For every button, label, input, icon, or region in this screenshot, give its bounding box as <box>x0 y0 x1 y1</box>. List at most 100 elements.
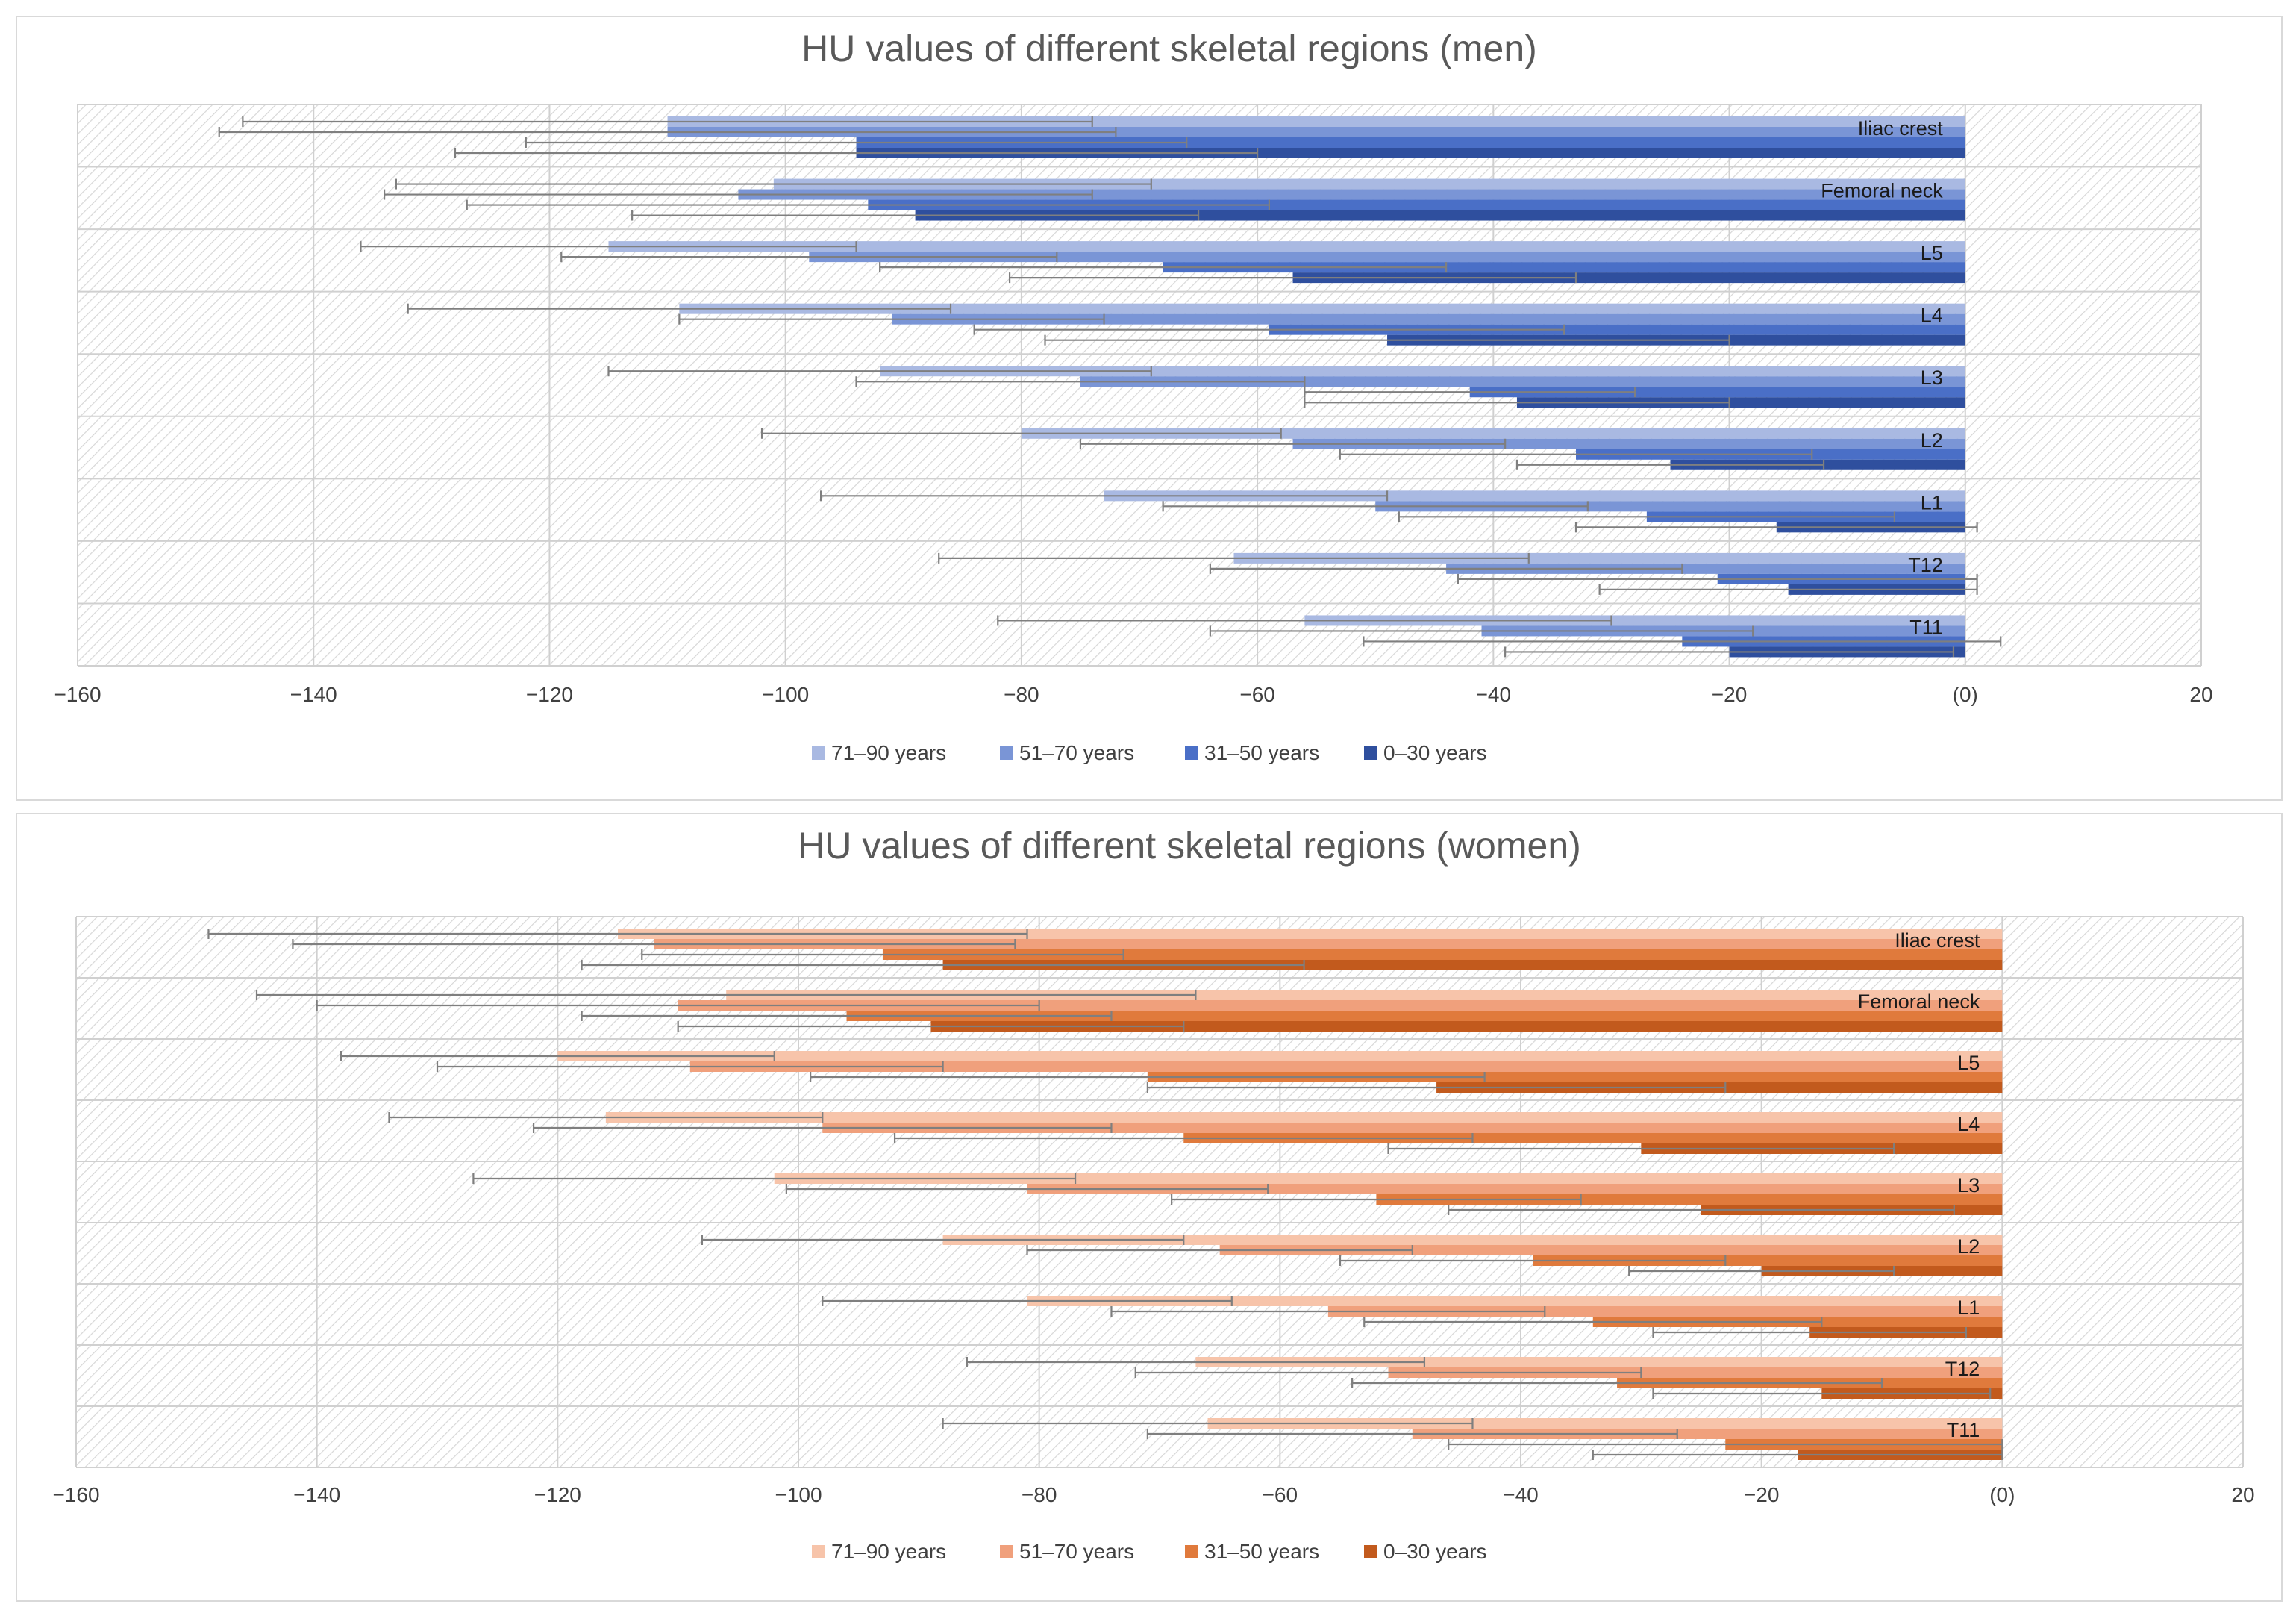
error-bar <box>1457 573 1978 584</box>
bar-l3-s1 <box>1080 376 1965 387</box>
bar-femoral-neck-s2 <box>846 1011 2003 1021</box>
error-bar <box>207 929 1028 939</box>
error-bar <box>1304 397 1730 408</box>
bar-l3-s0 <box>774 1173 2003 1184</box>
category-label: T11 <box>1947 1419 1980 1441</box>
x-tick-label: (0) <box>1989 1483 2015 1506</box>
legend-label: 71–90 years <box>831 741 946 764</box>
error-bar <box>1598 584 1978 595</box>
error-bar <box>966 1357 1426 1367</box>
category-label: T11 <box>1909 616 1943 638</box>
error-bar <box>1387 1143 1895 1154</box>
error-bar <box>631 210 1200 221</box>
category-label: L3 <box>1957 1174 1980 1196</box>
x-tick-label: −20 <box>1744 1483 1780 1506</box>
x-tick-label: −80 <box>1022 1483 1057 1506</box>
x-tick-label: 20 <box>2189 683 2212 706</box>
bar-iliac-crest-s2 <box>882 949 2003 960</box>
category-label: L5 <box>1957 1052 1980 1074</box>
bar-l5-s1 <box>689 1061 2003 1072</box>
bar-t12-s1 <box>1446 563 1965 574</box>
chart-title: HU values of different skeletal regions … <box>801 28 1537 69</box>
error-bar <box>292 939 1016 949</box>
bar-l3-s2 <box>1469 387 1965 398</box>
x-tick-label: −160 <box>52 1483 99 1506</box>
bar-l1-s0 <box>1027 1296 2003 1306</box>
error-bar <box>466 199 1271 210</box>
error-bar <box>581 1011 1113 1021</box>
bar-l4-s0 <box>679 303 1965 314</box>
error-bar <box>822 1296 1233 1306</box>
error-bar <box>1008 272 1577 284</box>
category-label: Femoral neck <box>1821 180 1943 202</box>
legend-swatch <box>1000 746 1013 760</box>
error-bar <box>395 178 1152 190</box>
error-bar <box>677 1021 1185 1032</box>
error-bar <box>1209 563 1683 574</box>
bar-l5-s2 <box>1163 262 1965 273</box>
bar-l4-s2 <box>1269 324 1965 335</box>
bar-l5-s0 <box>608 241 1965 252</box>
bar-l3-s1 <box>1027 1184 2003 1194</box>
category-label: L5 <box>1921 242 1943 264</box>
legend-item: 31–50 years <box>1185 741 1319 764</box>
error-bar <box>1026 1245 1413 1255</box>
error-bar <box>525 137 1188 148</box>
error-bar <box>218 127 1117 137</box>
error-bar <box>1363 636 2002 647</box>
bar-iliac-crest-s3 <box>856 148 1965 158</box>
legend-swatch <box>812 746 825 760</box>
category-label: L1 <box>1921 491 1943 514</box>
bar-t12-s0 <box>1195 1357 2003 1367</box>
bar-femoral-neck-s3 <box>915 210 1965 221</box>
x-tick-label: −40 <box>1503 1483 1539 1506</box>
error-bar <box>1515 459 1825 470</box>
chart-1: Iliac crest Femoral neck L5 L4 L3 L2 L1 T12 T11 H… <box>16 813 2283 1602</box>
error-bar <box>1162 501 1589 512</box>
legend-item: 51–70 years <box>1000 1540 1134 1563</box>
bar-t11-s0 <box>1207 1418 2003 1429</box>
error-bar <box>581 960 1305 970</box>
bar-l2-s1 <box>1219 1245 2003 1255</box>
legend-item: 0–30 years <box>1364 1540 1487 1563</box>
category-label: L4 <box>1957 1113 1980 1135</box>
x-tick-label: 20 <box>2231 1483 2254 1506</box>
error-bar <box>701 1235 1185 1245</box>
error-bar <box>340 1051 775 1061</box>
legend-swatch <box>1000 1545 1013 1558</box>
bar-t11-s1 <box>1412 1429 2003 1439</box>
error-bar <box>1398 511 1896 522</box>
x-tick-label: −20 <box>1712 683 1748 706</box>
legend-label: 0–30 years <box>1383 1540 1487 1563</box>
error-bar <box>893 1133 1474 1143</box>
error-bar <box>785 1184 1269 1194</box>
bar-l5-s0 <box>557 1051 2003 1061</box>
error-bar <box>997 615 1612 626</box>
bar-femoral-neck-s0 <box>726 990 2003 1000</box>
error-bar <box>1652 1388 1992 1399</box>
x-tick-label: −120 <box>534 1483 581 1506</box>
error-bar <box>1171 1194 1582 1205</box>
bar-l2-s1 <box>1292 438 1965 449</box>
error-bar <box>407 303 952 314</box>
error-bar <box>1146 1082 1727 1093</box>
error-bar <box>1351 1378 1883 1388</box>
category-label: L2 <box>1957 1235 1980 1258</box>
error-bar <box>1363 1317 1823 1327</box>
category-label: L3 <box>1921 366 1943 389</box>
legend-label: 51–70 years <box>1019 1540 1134 1563</box>
error-bar <box>388 1112 824 1123</box>
bar-iliac-crest-s2 <box>856 137 1965 148</box>
legend-swatch <box>1364 1545 1377 1558</box>
error-bar <box>255 990 1197 1000</box>
bar-femoral-neck-s3 <box>930 1021 2003 1032</box>
x-tick-label: −100 <box>775 1483 822 1506</box>
error-bar <box>819 490 1389 502</box>
legend-swatch <box>1185 746 1198 760</box>
category-label: L2 <box>1921 429 1943 452</box>
error-bar <box>1339 1255 1727 1266</box>
legend-item: 0–30 years <box>1364 741 1487 764</box>
bar-iliac-crest-s1 <box>667 127 1965 137</box>
category-label: Iliac crest <box>1895 929 1980 952</box>
